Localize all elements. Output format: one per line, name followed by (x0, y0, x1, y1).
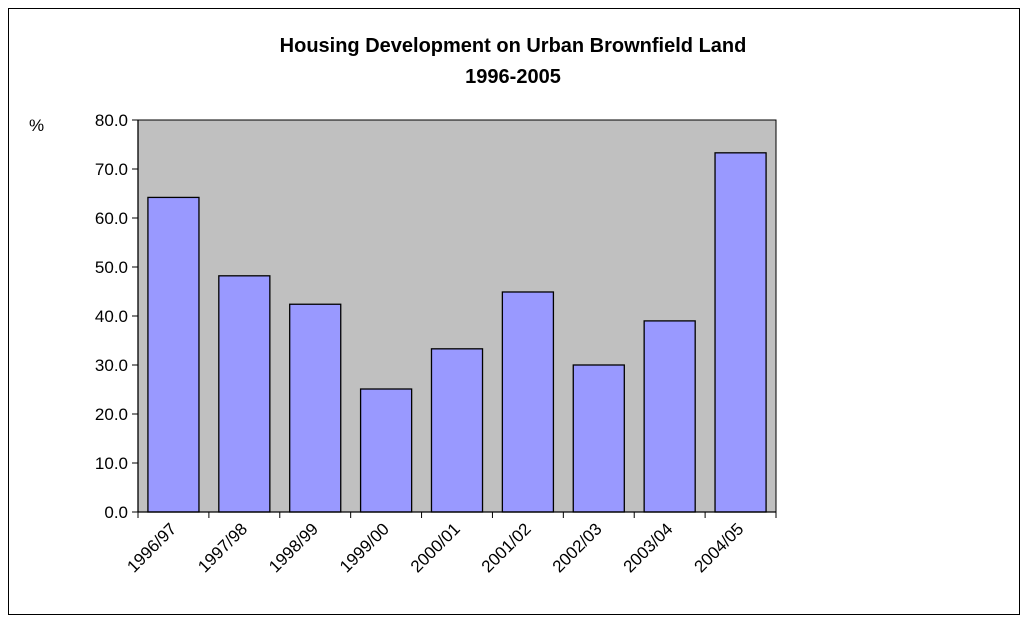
x-tick-label: 2001/02 (478, 519, 535, 576)
y-tick-label: 70.0 (95, 160, 128, 179)
y-tick-label: 80.0 (95, 111, 128, 130)
x-tick-label: 1999/00 (336, 519, 393, 576)
bar-2001-02 (501, 291, 555, 513)
bar-2002-03 (572, 364, 625, 513)
bar-1997-98 (218, 275, 271, 513)
x-tick-label: 2003/04 (620, 519, 677, 576)
x-tick-label: 2004/05 (690, 519, 747, 576)
y-tick-label: 50.0 (95, 258, 128, 277)
bar-1998-99 (289, 303, 342, 513)
y-tick-label: 10.0 (95, 454, 128, 473)
x-tick-label: 1998/99 (265, 519, 322, 576)
y-axis-unit-label: % (29, 116, 44, 135)
y-tick-label: 40.0 (95, 307, 128, 326)
y-tick-label: 0.0 (104, 503, 128, 522)
chart-subtitle: 1996-2005 (465, 66, 561, 88)
bar-2000-01 (430, 348, 484, 513)
bar-1999-00 (359, 388, 413, 513)
x-tick-label: 2002/03 (549, 519, 606, 576)
x-tick-label: 1996/97 (123, 519, 180, 576)
bar-2003-04 (643, 320, 696, 513)
y-tick-label: 30.0 (95, 356, 128, 375)
y-tick-label: 20.0 (95, 405, 128, 424)
x-tick-label: 1997/98 (194, 519, 251, 576)
y-tick-label: 60.0 (95, 209, 128, 228)
chart-title: Housing Development on Urban Brownfield … (280, 35, 747, 57)
x-tick-label: 2000/01 (407, 519, 464, 576)
bar-2004-05 (714, 152, 767, 513)
bar-1996-97 (147, 196, 200, 513)
